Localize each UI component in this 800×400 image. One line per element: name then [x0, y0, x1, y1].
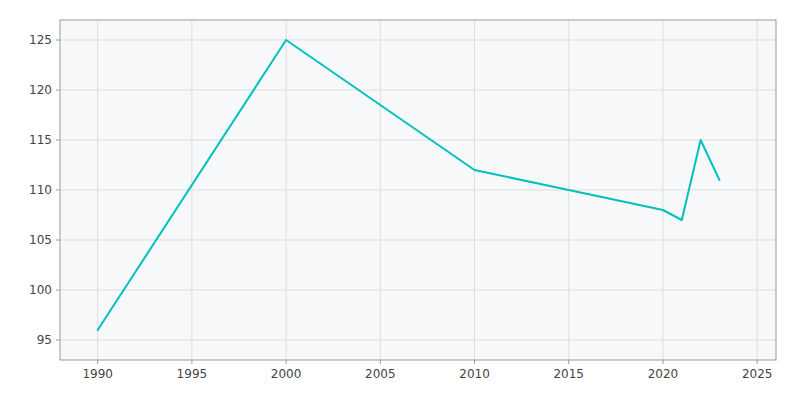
chart-container: 1990 1995 2000 2005 2010 2015 2020 2025 95 100 105… [0, 0, 800, 400]
x-tick-label: 2010 [459, 367, 490, 381]
x-tick [380, 360, 381, 364]
x-tick [97, 360, 98, 364]
y-grid-line [60, 290, 776, 291]
x-tick [286, 360, 287, 364]
x-tick-label: 1995 [177, 367, 208, 381]
grid [60, 20, 776, 360]
y-tick [56, 140, 60, 141]
axes: 1990 1995 2000 2005 2010 2015 2020 2025 95 100 105… [29, 33, 772, 381]
y-tick [56, 290, 60, 291]
y-tick [56, 240, 60, 241]
y-tick-label: 125 [29, 33, 52, 47]
y-grid-line [60, 190, 776, 191]
chart-svg: 1990 1995 2000 2005 2010 2015 2020 2025 95 100 105… [0, 0, 800, 400]
y-tick [56, 190, 60, 191]
x-tick [191, 360, 192, 364]
y-tick-label: 120 [29, 83, 52, 97]
y-tick [56, 340, 60, 341]
y-grid-line [60, 340, 776, 341]
y-tick-label: 105 [29, 233, 52, 247]
y-tick-label: 95 [37, 333, 52, 347]
y-tick-label: 115 [29, 133, 52, 147]
x-tick-label: 2000 [271, 367, 302, 381]
y-tick [56, 90, 60, 91]
x-tick-label: 2015 [553, 367, 584, 381]
page: {"chart_data": {"type": "line", "x": [19… [0, 0, 800, 400]
plot-frame [60, 20, 776, 360]
x-tick [568, 360, 569, 364]
data-group [98, 40, 720, 330]
x-tick [474, 360, 475, 364]
y-grid-line [60, 90, 776, 91]
x-tick-label: 2020 [648, 367, 679, 381]
y-tick-label: 100 [29, 283, 52, 297]
data-line [98, 40, 720, 330]
y-tick-label: 110 [29, 183, 52, 197]
x-tick [757, 360, 758, 364]
y-grid-line [60, 40, 776, 41]
plot-background [60, 20, 776, 360]
y-grid-line [60, 140, 776, 141]
x-tick-label: 2025 [742, 367, 773, 381]
x-tick-label: 1990 [82, 367, 113, 381]
x-tick-label: 2005 [365, 367, 396, 381]
y-grid-line [60, 240, 776, 241]
x-tick [662, 360, 663, 364]
y-tick [56, 40, 60, 41]
